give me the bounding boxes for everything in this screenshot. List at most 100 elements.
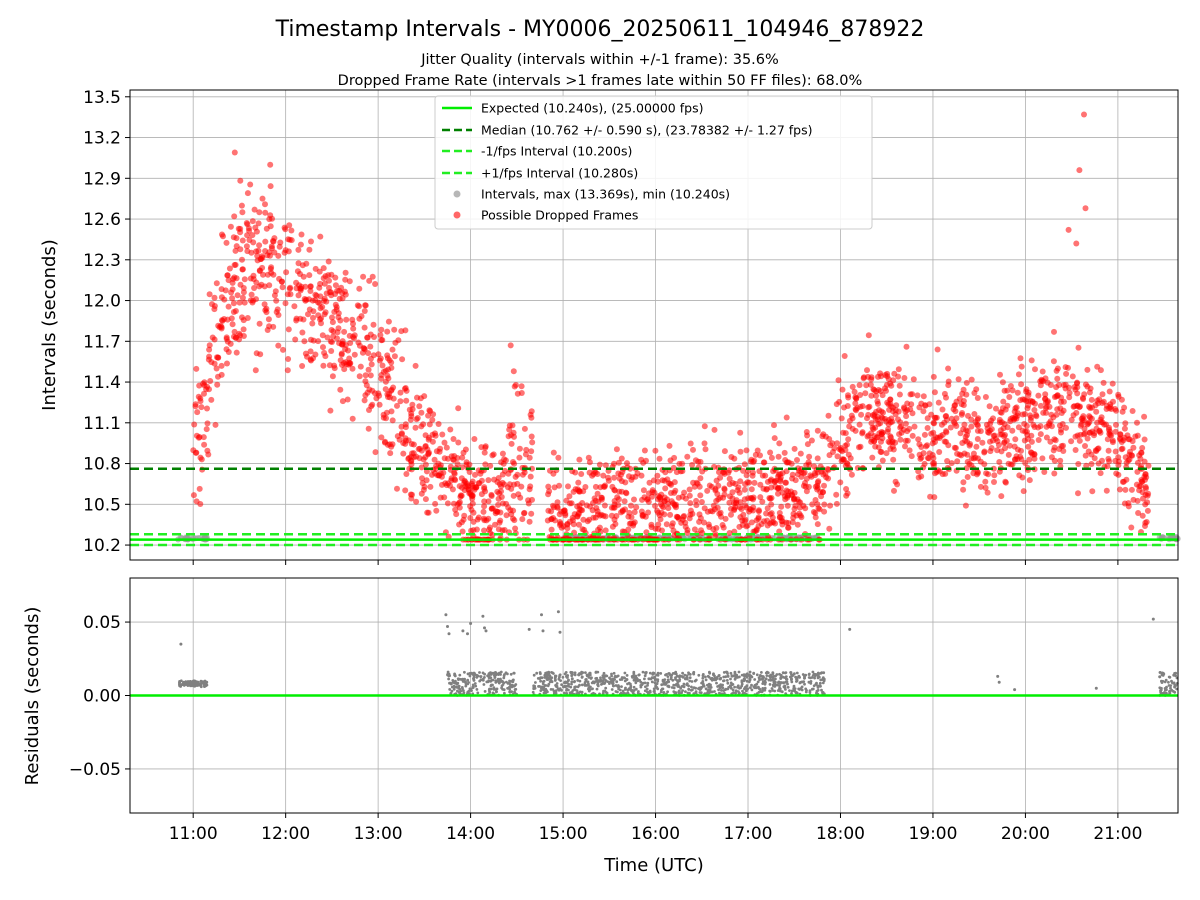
dropped-frame-point <box>503 512 510 519</box>
dropped-frame-point <box>550 449 557 456</box>
dropped-frame-point <box>638 456 645 463</box>
dropped-frame-point <box>848 471 855 478</box>
dropped-frame-point <box>330 328 337 335</box>
dropped-frame-point <box>213 365 220 372</box>
dropped-frame-point <box>699 468 706 475</box>
dropped-frame-point <box>788 460 795 467</box>
dropped-frame-point <box>496 519 503 526</box>
intervals-x-tick-marks <box>192 560 1119 565</box>
dropped-frame-point <box>391 353 398 360</box>
dropped-frame-point <box>1027 397 1034 404</box>
residual-point <box>688 676 692 680</box>
dropped-frame-point <box>932 414 939 421</box>
residual-point <box>650 680 654 684</box>
dropped-frame-point <box>344 396 351 403</box>
residual-point <box>740 679 744 683</box>
dropped-frame-point <box>416 403 423 410</box>
dropped-frame-point <box>998 448 1005 455</box>
residual-point <box>466 672 470 676</box>
dropped-frame-point <box>744 522 751 529</box>
y-tick-label: 10.5 <box>83 495 121 515</box>
dropped-frame-point <box>312 291 319 298</box>
dropped-frame-point <box>1141 436 1148 443</box>
dropped-frame-point <box>1047 438 1054 445</box>
dropped-frame-point <box>590 514 597 521</box>
dropped-frame-point <box>995 442 1002 448</box>
residual-point <box>675 682 678 686</box>
dropped-frame-point <box>661 511 668 518</box>
x-tick-label: 20:00 <box>1001 824 1050 844</box>
residual-point <box>644 671 648 675</box>
residual-point <box>733 670 737 674</box>
dropped-frame-point <box>740 467 747 474</box>
dropped-frame-point <box>821 482 827 489</box>
dropped-frame-point <box>365 425 372 432</box>
dropped-frame-point <box>1084 435 1091 442</box>
dropped-frame-point <box>794 521 801 528</box>
dropped-frame-point <box>600 472 607 479</box>
dropped-frame-point <box>516 445 523 452</box>
dropped-frame-point <box>1019 474 1026 481</box>
residual-point <box>729 671 733 675</box>
dropped-frame-point <box>1082 205 1089 212</box>
dropped-frame-point <box>684 529 691 536</box>
residual-point <box>463 670 466 674</box>
dropped-frame-point <box>368 361 375 368</box>
dropped-frame-point <box>726 467 733 474</box>
dropped-frame-point <box>693 497 700 504</box>
dropped-frame-point <box>276 275 283 282</box>
figure-subtitle-dropped: Dropped Frame Rate (intervals >1 frames … <box>338 73 863 89</box>
residual-point <box>488 691 492 694</box>
residual-point <box>794 675 797 679</box>
dropped-frame-point <box>771 422 777 429</box>
residual-point <box>199 683 203 686</box>
dropped-frame-point <box>616 475 623 482</box>
dropped-frame-point <box>280 346 286 353</box>
dropped-frame-point <box>959 390 966 397</box>
dropped-frame-point <box>961 450 968 457</box>
residual-point <box>691 688 694 692</box>
dropped-frame-point <box>965 412 971 419</box>
dropped-frame-point <box>945 378 952 385</box>
dropped-frame-point <box>650 477 657 484</box>
residual-point <box>1158 671 1162 674</box>
dropped-frame-point <box>702 446 709 453</box>
residual-point <box>599 676 602 680</box>
dropped-frame-point <box>485 498 492 505</box>
residual-point <box>794 691 798 694</box>
dropped-frame-point <box>1101 421 1108 428</box>
dropped-frame-point <box>392 339 399 346</box>
dropped-frame-point <box>506 422 513 429</box>
residual-point <box>648 671 652 675</box>
dropped-frame-point <box>843 492 850 499</box>
dropped-frame-point <box>952 402 958 409</box>
dropped-frame-point <box>527 473 534 480</box>
residual-point <box>672 683 676 687</box>
dropped-frame-point <box>968 455 975 462</box>
dropped-frame-point <box>420 421 427 428</box>
residual-point <box>503 691 506 695</box>
intervals-legend[interactable]: Expected (10.240s), (25.00000 fps) Media… <box>434 95 873 230</box>
dropped-frame-point <box>284 367 291 374</box>
dropped-frame-point <box>612 521 619 527</box>
dropped-frame-point <box>1001 421 1008 427</box>
dropped-frame-point <box>798 514 805 521</box>
dropped-frame-point <box>475 514 482 521</box>
residual-point <box>585 674 589 678</box>
dropped-frame-point <box>308 357 314 364</box>
dropped-frame-point <box>1000 398 1007 405</box>
dropped-frame-point <box>805 483 812 490</box>
dropped-frame-point <box>643 529 650 536</box>
dropped-frame-point <box>312 265 319 272</box>
dropped-frame-point <box>198 404 205 411</box>
dropped-frame-point <box>909 391 916 398</box>
residual-point <box>630 675 634 678</box>
dropped-frame-point <box>1135 510 1142 516</box>
dropped-frame-point <box>626 473 632 480</box>
residual-point <box>654 677 657 681</box>
residual-point <box>722 679 726 682</box>
dropped-frame-point <box>1076 437 1083 444</box>
residual-point <box>755 692 759 695</box>
residual-point <box>1161 671 1165 675</box>
